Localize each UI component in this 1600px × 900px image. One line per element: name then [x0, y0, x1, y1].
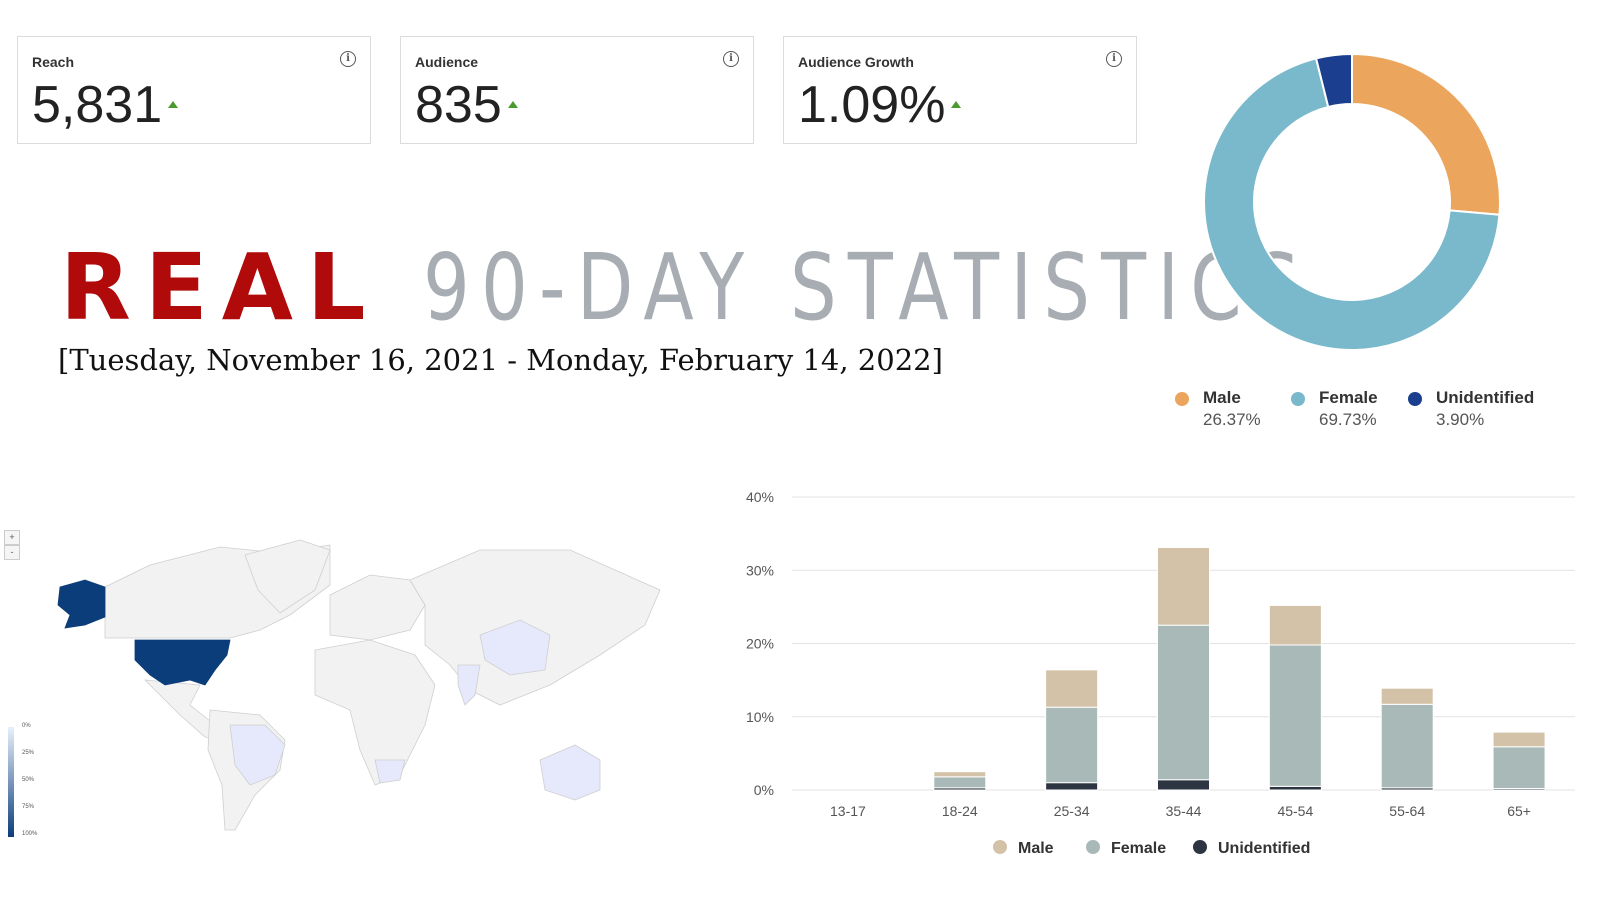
map-zoom-out-button[interactable]: - — [4, 545, 20, 560]
bar-male-18-24 — [933, 771, 987, 778]
bar-male-35-44 — [1157, 547, 1210, 626]
y-tick-label: 10% — [746, 709, 774, 725]
x-tick-label: 55-64 — [1389, 803, 1425, 819]
kpi-card-reach: Reach i 5,831 — [17, 36, 371, 144]
age-gender-bar-chart: 0% 10% 20% 30% 40% 13-17 18-24 25-34 35-44 45-54 5… — [746, 489, 1575, 857]
legend-label: Male — [1018, 840, 1054, 857]
map-region-alaska — [57, 579, 106, 629]
bar-male-65+ — [1492, 731, 1546, 748]
trend-up-icon — [168, 101, 179, 108]
map-region-africa — [314, 639, 436, 786]
map-region-china — [479, 619, 551, 676]
map-scale-label: 100% — [22, 831, 38, 837]
bar-female-35-44 — [1157, 624, 1210, 781]
map-region-australia — [539, 744, 601, 801]
bar-female-18-24 — [933, 776, 987, 789]
y-tick-label: 0% — [754, 782, 774, 798]
legend-label: Female — [1319, 388, 1378, 407]
y-tick-label: 20% — [746, 636, 774, 652]
legend-swatch — [1408, 392, 1422, 406]
legend-value: 26.37% — [1203, 410, 1261, 429]
page-title: REAL 90-DAY STATISTICS — [60, 238, 1532, 338]
bar-male-55-64 — [1380, 687, 1434, 705]
donut-slice-unidentified — [1314, 52, 1353, 109]
kpi-label: Reach — [32, 54, 75, 70]
x-tick-label: 13-17 — [830, 803, 866, 819]
legend-label: Unidentified — [1436, 388, 1535, 407]
legend-swatch — [1175, 392, 1189, 406]
bar-male-45-54 — [1268, 604, 1322, 646]
map-region-europe — [329, 574, 426, 641]
kpi-value: 5,831 — [32, 76, 163, 134]
bar-unidentified-25-34 — [1045, 782, 1099, 791]
trend-up-icon — [507, 101, 518, 108]
x-tick-label: 45-54 — [1277, 803, 1313, 819]
bar-unidentified-35-44 — [1157, 779, 1210, 791]
map-zoom-in-button[interactable]: + — [4, 530, 20, 545]
map-scale-label: 75% — [22, 804, 35, 810]
title-accent: REAL — [60, 234, 380, 341]
x-tick-label: 35-44 — [1166, 803, 1202, 819]
bar-unidentified-45-54 — [1268, 785, 1322, 791]
x-tick-label: 65+ — [1507, 803, 1531, 819]
kpi-label: Audience — [415, 54, 479, 70]
info-icon[interactable]: i — [1106, 51, 1122, 67]
kpi-card-audience: Audience i 835 — [400, 36, 754, 144]
bar-female-55-64 — [1380, 703, 1434, 789]
legend-label: Male — [1203, 388, 1241, 407]
gender-donut-chart — [1203, 52, 1501, 351]
legend-swatch — [1193, 840, 1207, 854]
map-scale-label: 25% — [22, 750, 35, 756]
legend-swatch — [993, 840, 1007, 854]
title-rest: 90-DAY STATISTICS — [422, 234, 1311, 341]
map-scale-label: 50% — [22, 777, 35, 783]
legend-swatch — [1086, 840, 1100, 854]
trend-up-icon — [951, 101, 962, 108]
info-icon[interactable]: i — [723, 51, 739, 67]
legend-value: 3.90% — [1436, 410, 1485, 429]
x-tick-label: 18-24 — [942, 803, 978, 819]
bar-female-65+ — [1492, 746, 1546, 790]
y-tick-label: 30% — [746, 562, 774, 578]
legend-value: 69.73% — [1319, 410, 1377, 429]
date-range: [Tuesday, November 16, 2021 - Monday, Fe… — [58, 343, 943, 377]
info-icon[interactable]: i — [340, 51, 356, 67]
legend-label: Female — [1111, 840, 1166, 857]
donut-slice-male — [1351, 52, 1501, 216]
bar-male-25-34 — [1045, 669, 1099, 708]
world-map — [57, 539, 661, 831]
x-tick-label: 25-34 — [1054, 803, 1090, 819]
map-color-scale — [8, 727, 14, 837]
legend-swatch — [1291, 392, 1305, 406]
legend-label: Unidentified — [1218, 840, 1310, 857]
bar-female-45-54 — [1268, 644, 1322, 787]
kpi-value-row: 835 — [415, 75, 518, 135]
y-tick-label: 40% — [746, 489, 774, 505]
map-region-india — [457, 664, 481, 706]
map-region-brazil — [229, 724, 286, 786]
kpi-label: Audience Growth — [798, 54, 914, 70]
map-region-south-africa — [374, 759, 406, 784]
kpi-value: 1.09% — [798, 76, 946, 134]
donut-slice-female — [1203, 57, 1501, 351]
kpi-card-audience-growth: Audience Growth i 1.09% — [783, 36, 1137, 144]
kpi-value-row: 1.09% — [798, 75, 962, 135]
kpi-value-row: 5,831 — [32, 75, 179, 135]
map-region-usa — [134, 639, 231, 686]
kpi-value: 835 — [415, 76, 502, 134]
map-scale-label: 0% — [22, 723, 31, 729]
map-region-greenland — [244, 539, 331, 614]
bar-female-25-34 — [1045, 706, 1099, 784]
